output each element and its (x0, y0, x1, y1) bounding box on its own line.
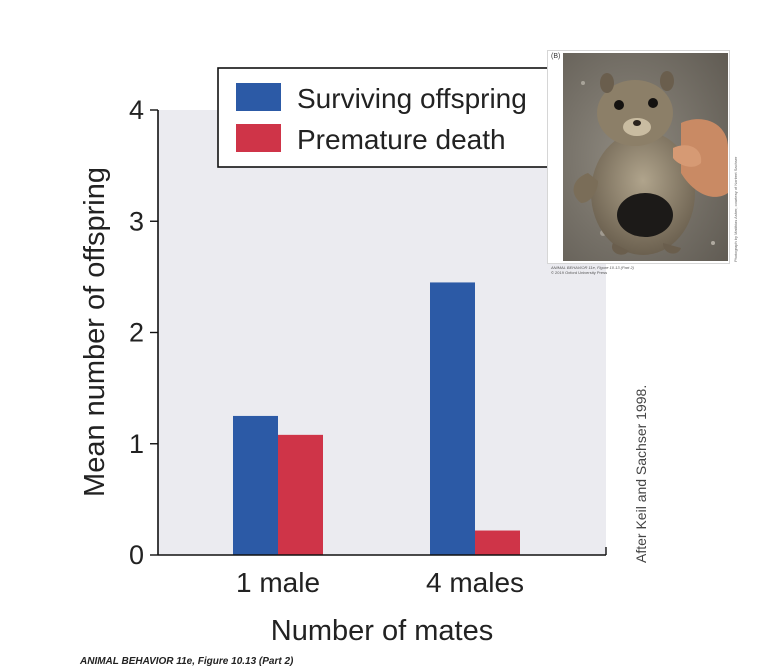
legend-swatch-premature (236, 124, 281, 152)
bar-surviving-1 (430, 282, 475, 555)
y-tick-label: 2 (129, 318, 144, 348)
figure-caption: ANIMAL BEHAVIOR 11e, Figure 10.13 (Part … (80, 656, 294, 667)
y-ticks-group: 0 1 2 3 4 (129, 95, 158, 570)
bar-surviving-0 (233, 415, 278, 555)
x-tick-label: 1 male (236, 567, 320, 598)
legend-label-surviving: Surviving offspring (297, 83, 527, 114)
legend: Surviving offspring Premature death (217, 67, 549, 168)
photo-panel: (B) ANIMAL BEHAVIOR 11e (547, 50, 730, 275)
photo-panel-label: (B) (551, 53, 561, 60)
bar-premature-1 (475, 530, 520, 555)
photo-caption-line1: ANIMAL BEHAVIOR 11e, Figure 10.13 (Part … (551, 265, 634, 270)
y-tick-label: 4 (129, 95, 144, 125)
bars-group (233, 282, 520, 555)
y-tick-label: 3 (129, 206, 144, 236)
plot-background (158, 110, 606, 555)
y-tick-label: 1 (129, 429, 144, 459)
legend-label-premature: Premature death (297, 124, 506, 155)
bar-premature-0 (278, 434, 323, 555)
source-note: After Keil and Sachser 1998. (633, 384, 649, 563)
photo-credit: Photograph by Matthias Asher, courtesy o… (733, 156, 738, 262)
y-tick-label: 0 (129, 540, 144, 570)
y-axis-label: Mean number of offspring (79, 167, 111, 497)
x-ticks-group: 1 male 4 males (236, 547, 607, 598)
photo-caption: ANIMAL BEHAVIOR 11e, Figure 10.13 (Part … (551, 265, 634, 275)
squirrel-photo (563, 53, 728, 261)
legend-swatch-surviving (236, 83, 281, 111)
x-tick-label: 4 males (426, 567, 524, 598)
x-axis-label: Number of mates (271, 615, 493, 647)
photo-caption-line2: © 2019 Oxford University Press (551, 270, 608, 275)
